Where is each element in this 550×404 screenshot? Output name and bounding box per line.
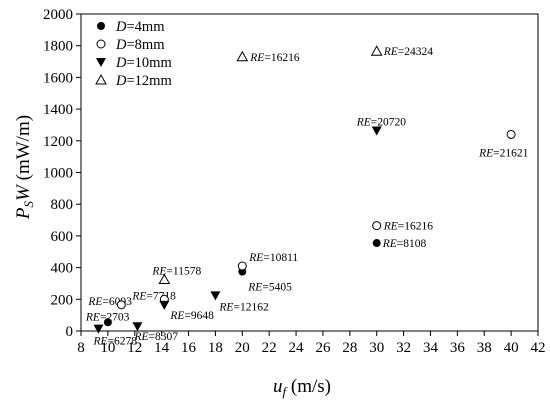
point-open-circle — [372, 221, 382, 231]
y-tick-label: 1000 — [43, 166, 73, 182]
x-tick-label: 36 — [450, 340, 466, 356]
y-tick-label: 1400 — [43, 102, 73, 118]
point-open-circle — [237, 261, 247, 271]
point-filled-triangle-down — [371, 126, 382, 136]
point-annotation: RE=8108 — [382, 238, 427, 250]
x-tick-label: 38 — [477, 340, 492, 356]
y-axis-title-sub: S — [21, 200, 36, 207]
point-annotation: RE=16216 — [249, 52, 300, 64]
y-tick-label: 200 — [51, 292, 74, 308]
y-tick-label: 1200 — [43, 134, 73, 150]
y-tick-label: 600 — [51, 229, 74, 245]
point-annotation: RE=7718 — [131, 290, 176, 302]
y-axis-title: PSW (mW/m) — [13, 115, 36, 220]
legend-label: D=8mm — [115, 37, 165, 53]
point-open-circle — [116, 300, 126, 310]
y-axis-title-unit: (mW/m) — [13, 115, 34, 185]
point-annotation: RE=21621 — [478, 147, 529, 159]
x-tick-label: 18 — [208, 340, 223, 356]
point-annotation: RE=9648 — [169, 310, 214, 322]
y-axis-title-main: P — [13, 207, 34, 220]
x-tick-label: 30 — [369, 340, 384, 356]
axis-ticks: 8 10 12 14 16 18 20 22 24 26 28 30 32 34 36 38 40 42 0 200 4… — [43, 7, 546, 356]
point-annotation: RE=12162 — [218, 301, 269, 313]
legend-marker — [97, 22, 105, 30]
y-axis-title-tail: W — [13, 183, 34, 201]
point-filled-triangle-down — [132, 322, 143, 332]
point-filled-triangle-down — [210, 291, 221, 301]
x-tick-label: 22 — [262, 340, 277, 356]
point-annotation: RE=8307 — [133, 331, 178, 343]
legend-marker — [95, 73, 107, 85]
legend-label: D=10mm — [115, 55, 172, 71]
legend-label: D=12mm — [115, 73, 172, 89]
point-annotation: RE=10811 — [248, 252, 298, 264]
x-tick-label: 28 — [342, 340, 357, 356]
x-tick-label: 10 — [100, 340, 115, 356]
x-tick-label: 14 — [154, 340, 170, 356]
x-tick-label: 12 — [127, 340, 142, 356]
point-annotation: RE=6278 — [92, 336, 137, 348]
x-axis-title-unit: (m/s) — [286, 376, 331, 397]
point-open-triangle-up — [236, 50, 249, 62]
y-tick-label: 0 — [66, 324, 74, 340]
point-annotation: RE=5405 — [247, 282, 292, 294]
point-filled-circle — [372, 239, 381, 248]
y-tick-label: 1600 — [43, 70, 73, 86]
point-open-triangle-up — [370, 45, 383, 56]
x-tick-label: 24 — [289, 340, 305, 356]
x-tick-label: 42 — [531, 340, 546, 356]
y-tick-label: 2000 — [43, 7, 73, 23]
x-tick-label: 32 — [396, 340, 411, 356]
x-tick-label: 26 — [315, 340, 331, 356]
point-filled-circle — [103, 318, 112, 327]
legend-marker — [96, 39, 106, 49]
x-tick-label: 34 — [423, 340, 439, 356]
x-tick-label: 20 — [235, 340, 250, 356]
point-annotation: RE=16216 — [383, 221, 434, 233]
data-points — [93, 45, 516, 334]
x-axis-title: uf (m/s) — [273, 376, 331, 399]
x-tick-label: 40 — [504, 340, 519, 356]
x-axis-title-sub: f — [283, 384, 289, 399]
legend-marker — [96, 58, 106, 67]
point-annotation: RE=11578 — [151, 265, 201, 277]
point-open-circle — [506, 129, 516, 139]
point-filled-triangle-down — [93, 324, 104, 334]
y-tick-label: 1800 — [43, 39, 73, 55]
point-filled-triangle-down — [159, 300, 170, 310]
x-axis-title-main: u — [273, 376, 283, 397]
legend-label: D=4mm — [115, 19, 165, 35]
point-annotation: RE=24324 — [383, 46, 434, 58]
x-tick-label: 8 — [77, 340, 85, 356]
y-tick-label: 400 — [51, 261, 74, 277]
point-annotation: RE=20720 — [356, 116, 407, 128]
y-tick-label: 800 — [51, 197, 74, 213]
point-annotations: RE=2703RE=5405RE=8108RE=6093RE=7718RE=10… — [85, 46, 529, 347]
point-open-triangle-up — [158, 273, 171, 284]
legend: D=4mm D=8mm D=10mm D=12mm — [95, 19, 172, 89]
x-tick-label: 16 — [181, 340, 197, 356]
